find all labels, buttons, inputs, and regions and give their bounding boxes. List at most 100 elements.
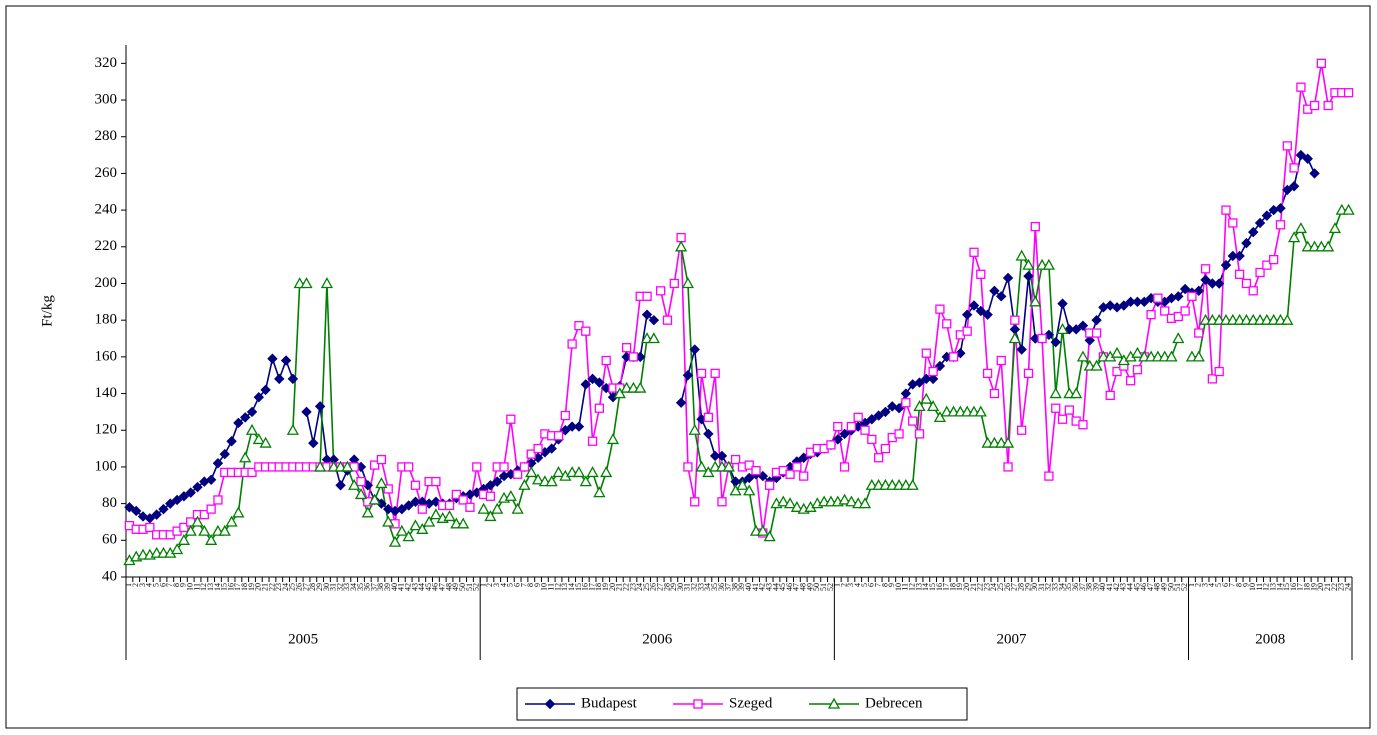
marker <box>1050 336 1061 348</box>
x-tick-label: 31 <box>329 583 338 591</box>
x-tick-label: 4 <box>499 583 508 587</box>
x-tick-label: 14 <box>567 583 576 591</box>
marker <box>566 421 578 432</box>
x-tick-label: 25 <box>996 583 1005 591</box>
y-tick-label: 320 <box>95 55 118 71</box>
x-tick-label: 40 <box>1098 583 1107 591</box>
marker <box>914 429 925 439</box>
marker <box>696 368 707 379</box>
x-tick-label: 30 <box>1030 583 1039 591</box>
marker <box>198 524 211 536</box>
marker <box>765 480 775 490</box>
marker <box>402 530 415 542</box>
x-tick-label: 41 <box>751 583 760 591</box>
x-tick-label: 20 <box>254 583 263 591</box>
marker <box>544 698 556 710</box>
x-tick-label: 41 <box>1105 583 1114 591</box>
x-tick-label: 51 <box>819 583 828 591</box>
marker <box>225 515 238 527</box>
x-tick-label: 47 <box>1146 583 1155 591</box>
x-tick-label: 2 <box>839 583 848 587</box>
marker <box>826 440 836 450</box>
marker <box>1131 346 1144 358</box>
x-tick-label: 13 <box>560 583 569 591</box>
x-tick-label: 22 <box>1330 583 1339 591</box>
x-tick-label: 16 <box>581 583 590 591</box>
marker <box>641 309 653 320</box>
x-tick-label: 50 <box>1166 583 1175 591</box>
marker <box>744 460 754 470</box>
x-tick-label: 44 <box>771 583 780 591</box>
marker <box>388 535 402 547</box>
marker <box>1077 320 1089 331</box>
x-tick-label: 17 <box>1296 583 1305 591</box>
marker <box>191 515 204 527</box>
marker <box>1262 260 1272 270</box>
x-tick-label: 29 <box>1023 583 1032 591</box>
marker <box>880 406 891 418</box>
marker <box>1228 218 1238 228</box>
x-tick-label: 6 <box>1221 583 1230 587</box>
marker <box>1070 324 1082 335</box>
marker <box>581 326 591 336</box>
x-tick-label: 44 <box>417 583 426 591</box>
marker <box>976 269 986 279</box>
x-tick-label: 12 <box>1262 583 1271 591</box>
marker <box>1037 333 1047 344</box>
x-tick-label: 39 <box>383 583 392 591</box>
x-tick-label: 2 <box>131 583 140 587</box>
marker <box>921 348 931 358</box>
marker <box>1110 346 1124 358</box>
y-tick-label: 40 <box>102 568 117 584</box>
x-tick-label: 45 <box>424 583 433 591</box>
marker <box>485 480 496 491</box>
x-tick-label: 3 <box>138 583 147 587</box>
y-tick-label: 180 <box>95 312 118 328</box>
y-tick-label: 160 <box>95 348 118 364</box>
x-tick-label: 26 <box>295 583 304 591</box>
x-tick-label: 32 <box>1044 583 1053 591</box>
marker <box>518 478 531 490</box>
x-tick-label: 28 <box>662 583 671 591</box>
x-tick-label: 10 <box>1248 583 1257 591</box>
x-tick-label: 7 <box>165 583 174 587</box>
x-tick-label: 21 <box>615 583 624 591</box>
marker <box>982 309 993 320</box>
marker <box>894 429 904 439</box>
x-tick-label: 23 <box>274 583 283 591</box>
marker <box>621 343 632 353</box>
x-tick-label: 21 <box>969 583 978 591</box>
marker <box>1234 269 1245 279</box>
marker <box>1294 222 1308 234</box>
y-tick-label: 100 <box>95 458 118 474</box>
marker <box>606 433 620 445</box>
marker <box>213 495 223 505</box>
marker <box>710 368 720 379</box>
x-tick-label: 15 <box>928 583 937 591</box>
marker <box>205 533 218 545</box>
marker <box>124 502 135 513</box>
marker <box>1051 403 1061 413</box>
x-tick-label: 38 <box>730 583 739 591</box>
marker <box>218 524 231 536</box>
marker <box>580 379 591 390</box>
marker <box>989 285 1000 297</box>
marker <box>1309 100 1320 111</box>
marker <box>499 462 509 472</box>
x-tick-label: 4 <box>1207 583 1216 587</box>
x-tick-label: 16 <box>226 583 235 591</box>
x-tick-label: 12 <box>908 583 917 591</box>
x-tick-label: 50 <box>812 583 821 591</box>
x-tick-label: 28 <box>308 583 317 591</box>
marker <box>232 506 245 518</box>
x-tick-label: 45 <box>778 583 787 591</box>
marker <box>1057 414 1068 424</box>
marker <box>594 377 605 388</box>
marker <box>1241 237 1252 249</box>
x-tick-label: 13 <box>206 583 215 591</box>
marker <box>1192 350 1205 362</box>
marker <box>1207 278 1218 289</box>
marker <box>839 428 850 440</box>
x-tick-label: 42 <box>1112 583 1121 591</box>
marker <box>1015 249 1028 261</box>
